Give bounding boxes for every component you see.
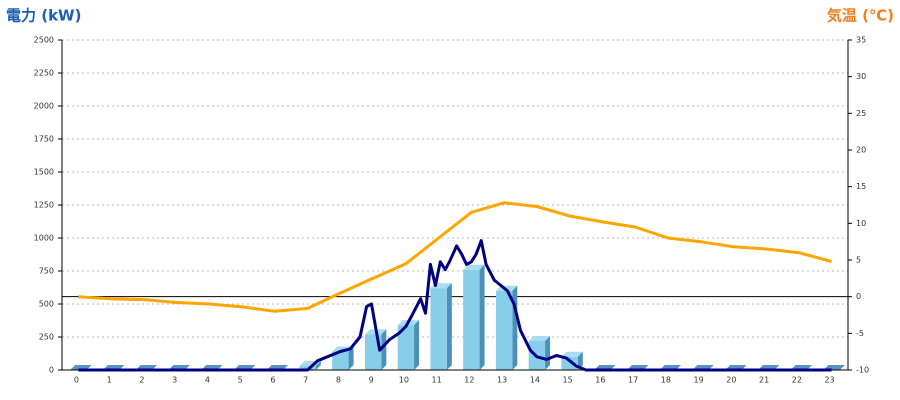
bar [463, 269, 480, 370]
x-tick-label: 18 [661, 376, 671, 385]
y2-tick-label: 35 [856, 36, 866, 45]
x-tick-label: 11 [432, 376, 442, 385]
x-tick-label: 17 [628, 376, 638, 385]
y2-tick-label: 30 [856, 72, 866, 81]
y-tick-label: 750 [39, 267, 54, 276]
x-tick-label: 10 [399, 376, 409, 385]
x-tick-label: 19 [694, 376, 704, 385]
y-tick-label: 2000 [34, 102, 54, 111]
x-tick-label: 9 [369, 376, 374, 385]
y2-tick-label: 10 [856, 219, 866, 228]
y-tick-label: 1500 [34, 168, 54, 177]
y2-tick-label: 20 [856, 146, 866, 155]
y-tick-label: 1250 [34, 201, 54, 210]
left-axis-title: 電力 (kW) [6, 7, 81, 25]
x-tick-label: 6 [270, 376, 275, 385]
y2-tick-label: 15 [856, 182, 866, 191]
x-tick-label: 0 [74, 376, 79, 385]
x-tick-label: 4 [205, 376, 210, 385]
x-tick-label: 5 [238, 376, 243, 385]
bar-side [479, 264, 485, 370]
x-tick-label: 14 [530, 376, 540, 385]
x-tick-label: 7 [303, 376, 308, 385]
x-tick-label: 3 [172, 376, 177, 385]
line [78, 201, 832, 313]
y2-tick-label: 0 [856, 292, 861, 301]
x-tick-label: 8 [336, 376, 341, 385]
y2-tick-label: 25 [856, 109, 866, 118]
bar [332, 351, 349, 370]
bar-top [528, 335, 551, 341]
x-tick-label: 15 [563, 376, 573, 385]
bar-side [577, 351, 583, 370]
bar-side [545, 335, 551, 370]
y-tick-label: 500 [39, 300, 54, 309]
bar [397, 325, 415, 370]
x-tick-label: 2 [139, 376, 144, 385]
y2-tick-label: 5 [856, 256, 861, 265]
x-tick-label: 22 [792, 376, 802, 385]
x-tick-label: 13 [497, 376, 507, 385]
x-tick-label: 16 [595, 376, 605, 385]
bar [495, 290, 513, 370]
bar-side [348, 346, 354, 370]
x-tick-label: 20 [726, 376, 736, 385]
x-tick-label: 1 [107, 376, 112, 385]
bar [430, 288, 447, 370]
bar-side [512, 285, 518, 370]
bar-top [463, 264, 485, 270]
y-tick-label: 2500 [34, 36, 54, 45]
x-tick-label: 12 [464, 376, 474, 385]
y-tick-label: 2250 [34, 69, 54, 78]
y-tick-label: 250 [39, 333, 54, 342]
bar-side [414, 320, 420, 370]
x-tick-label: 21 [759, 376, 769, 385]
bar-side [315, 361, 321, 370]
y-tick-label: 1000 [34, 234, 54, 243]
x-tick-label: 23 [825, 376, 835, 385]
bar-side [381, 329, 387, 370]
y-tick-label: 1750 [34, 135, 54, 144]
bar [561, 356, 578, 370]
right-axis-title: 気温 (℃) [827, 7, 894, 25]
y2-tick-label: -5 [856, 329, 864, 338]
bar-top [561, 351, 583, 357]
y-tick-label: 0 [49, 366, 54, 375]
bar-side [446, 283, 452, 370]
line [78, 239, 832, 372]
y2-tick-label: -10 [856, 366, 869, 375]
